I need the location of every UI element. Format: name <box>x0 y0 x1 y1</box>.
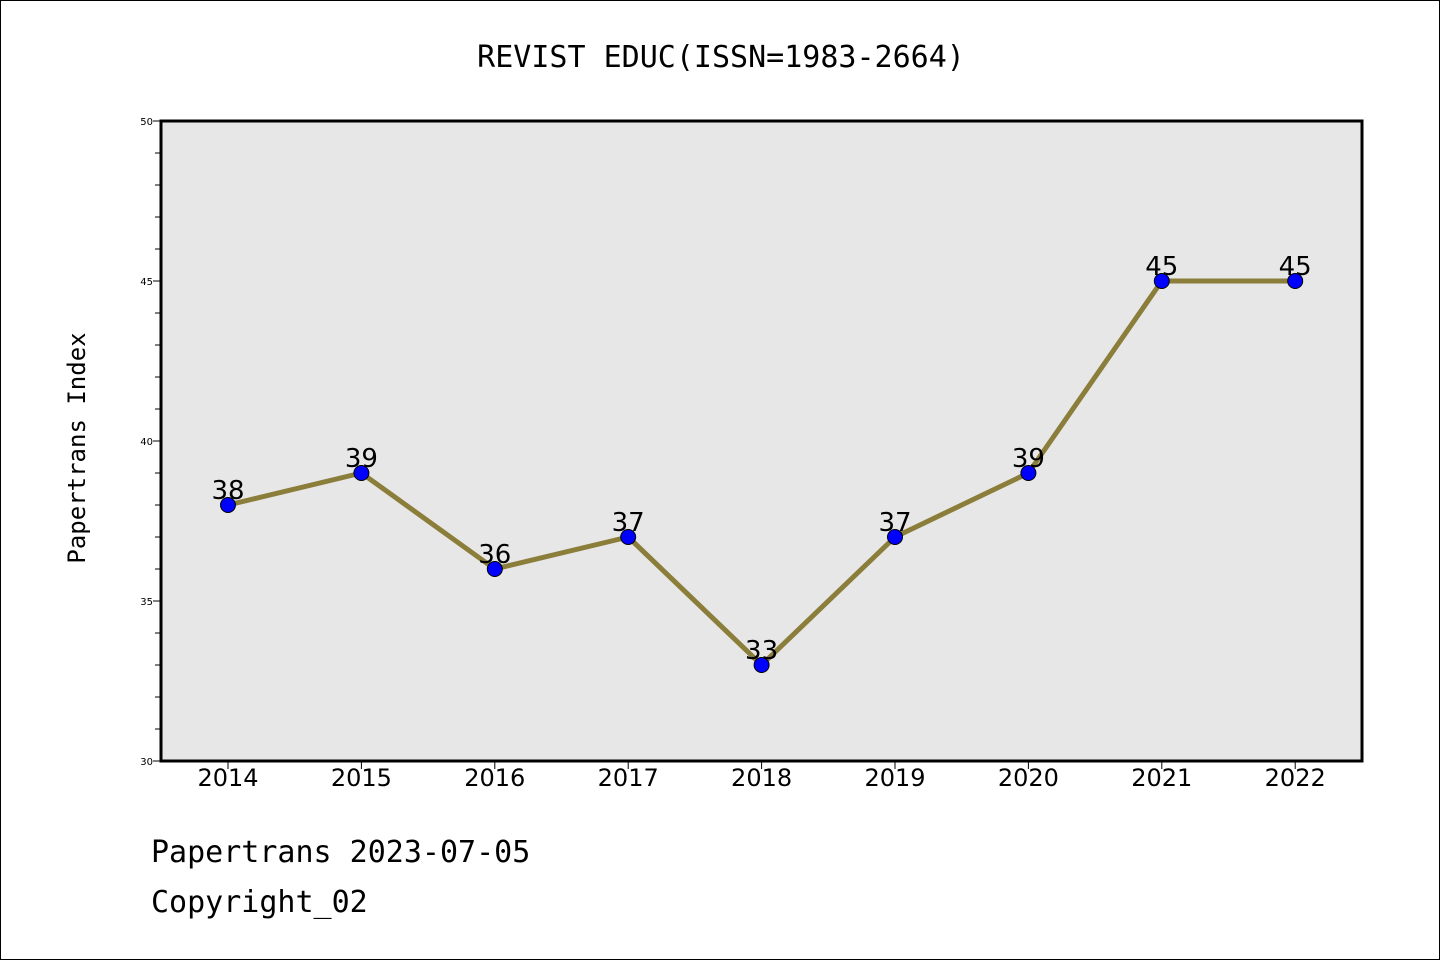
chart-title: REVIST EDUC(ISSN=1983-2664) <box>477 40 965 75</box>
data-label: 37 <box>878 508 911 538</box>
data-label: 45 <box>1145 252 1178 282</box>
x-tick-label: 2020 <box>998 764 1059 792</box>
data-label: 45 <box>1279 252 1312 282</box>
data-label: 37 <box>612 508 645 538</box>
plot-area <box>161 121 1362 761</box>
data-label: 36 <box>478 540 511 570</box>
x-tick-label: 2021 <box>1131 764 1192 792</box>
x-tick-label: 2016 <box>464 764 525 792</box>
data-point <box>1153 273 1170 289</box>
data-label: 38 <box>211 476 244 506</box>
axes-layer: 30 35 40 45 50 2014 2015 2016 2017 2018 2019 2020 20… <box>140 117 1325 792</box>
x-tick-label: 2018 <box>731 764 792 792</box>
y-axis-label: Papertrans Index <box>63 332 91 563</box>
x-tick-label: 2019 <box>864 764 925 792</box>
x-tick-label: 2014 <box>197 764 258 792</box>
data-label: 39 <box>1012 444 1045 474</box>
y-tick-label: 40 <box>140 437 153 448</box>
data-point <box>1020 465 1037 481</box>
x-tick-label: 2017 <box>598 764 659 792</box>
series-layer: 38 39 36 37 33 37 39 45 45 <box>211 252 1312 673</box>
data-point <box>753 657 770 673</box>
x-tick-label: 2015 <box>331 764 392 792</box>
data-label: 33 <box>745 636 778 666</box>
data-point <box>620 529 637 545</box>
y-tick-label: 35 <box>140 597 153 608</box>
footer-date: Papertrans 2023-07-05 <box>151 835 531 870</box>
data-point <box>1287 273 1304 289</box>
y-tick-label: 30 <box>140 757 153 768</box>
data-label: 39 <box>345 444 378 474</box>
data-point <box>887 529 903 545</box>
plot-border <box>159 119 1364 763</box>
data-point <box>486 561 503 577</box>
y-tick-label: 45 <box>140 277 153 288</box>
data-point <box>220 497 236 513</box>
x-tick-label: 2022 <box>1265 764 1326 792</box>
data-point <box>353 465 370 481</box>
y-tick-label: 50 <box>140 117 153 128</box>
footer-copyright: Copyright_02 <box>151 885 368 920</box>
